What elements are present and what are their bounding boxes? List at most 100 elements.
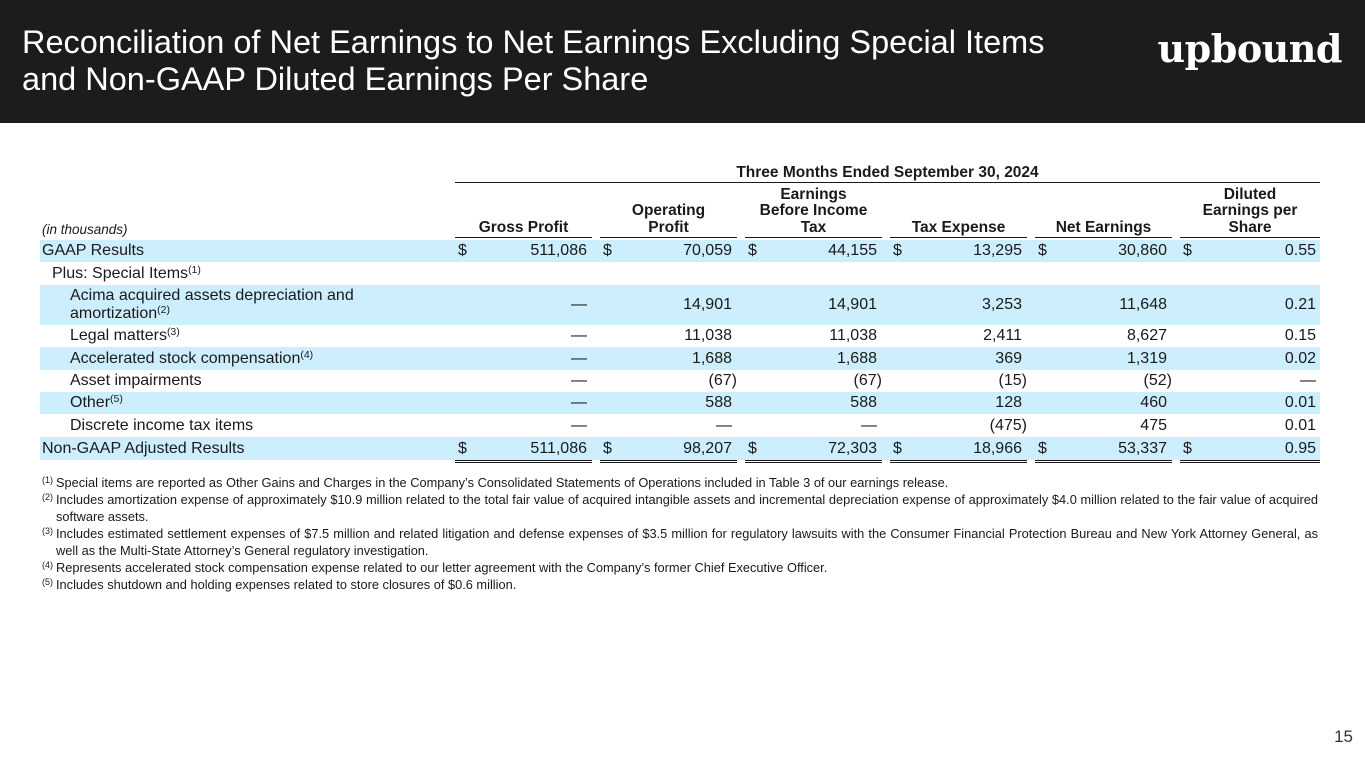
- footnote-text: Includes estimated settlement expenses o…: [56, 526, 1318, 558]
- column-header: Diluted Earnings per Share: [1180, 186, 1320, 238]
- value-cell: —: [571, 349, 587, 367]
- row-label: GAAP Results: [40, 240, 440, 262]
- value-cell: 3,253: [981, 296, 1022, 313]
- table-row: GAAP Results $511,086 $70,059 $44,155 $13,29…: [40, 240, 1320, 262]
- footnote: (4) Represents accelerated stock compensa…: [42, 559, 1318, 576]
- value-cell: 72,303: [828, 439, 877, 457]
- value-cell: 53,337: [1118, 439, 1167, 457]
- footnote-marker: (3): [42, 526, 53, 536]
- value-cell: 44,155: [828, 242, 877, 259]
- value-cell: 588: [850, 394, 877, 411]
- footnote: (2) Includes amortization expense of appr…: [42, 491, 1318, 525]
- footnote-text: Includes amortization expense of approxi…: [56, 492, 1318, 524]
- row-label: Accelerated stock compensation(4): [68, 347, 468, 370]
- row-label-text: Legal matters(3): [70, 326, 180, 344]
- table-row: Accelerated stock compensation(4) — 1,688 1…: [40, 347, 1320, 370]
- footnote-marker: (5): [42, 577, 53, 587]
- currency-symbol: $: [458, 242, 467, 259]
- page-number: 15: [1334, 727, 1353, 746]
- column-header: Earnings Before Income Tax: [745, 186, 882, 238]
- value-cell: [1035, 262, 1172, 285]
- currency-symbol: $: [1183, 439, 1192, 457]
- row-label-text: Discrete income tax items: [70, 416, 254, 434]
- value-cell: 1,688: [836, 349, 877, 367]
- row-label-text: Plus: Special Items(1): [52, 263, 201, 282]
- row-label-text: Other(5): [70, 393, 123, 411]
- value-cell: 0.02: [1284, 349, 1316, 367]
- value-cell: 14,901: [828, 296, 877, 313]
- value-cell: 18,966: [973, 439, 1022, 457]
- footnote-text: Includes shutdown and holding expenses r…: [56, 577, 517, 592]
- row-label: Asset impairments: [68, 370, 468, 392]
- footnote-text: Represents accelerated stock compensatio…: [56, 560, 828, 575]
- value-cell: —: [1300, 372, 1316, 389]
- value-cell: 30,860: [1118, 242, 1167, 259]
- currency-symbol: $: [603, 242, 612, 259]
- footnotes: (1) Special items are reported as Other G…: [42, 474, 1318, 593]
- value-cell: 8,627: [1126, 327, 1167, 344]
- footnote-ref: (5): [110, 393, 123, 405]
- value-cell: [745, 262, 882, 285]
- currency-symbol: $: [893, 439, 902, 457]
- footnote: (3) Includes estimated settlement expense…: [42, 525, 1318, 559]
- double-underline: [1180, 460, 1320, 463]
- slide-header: Reconciliation of Net Earnings to Net Ea…: [0, 0, 1365, 123]
- value-cell: [600, 262, 737, 285]
- row-label: Plus: Special Items(1): [50, 262, 450, 285]
- row-label: Other(5): [68, 392, 468, 414]
- currency-symbol: $: [1038, 242, 1047, 259]
- value-cell: 0.01: [1284, 416, 1316, 434]
- table-row: Plus: Special Items(1): [40, 262, 1320, 285]
- column-header: Net Earnings: [1035, 186, 1172, 238]
- double-underline: [1035, 460, 1172, 463]
- value-cell: —: [716, 416, 732, 434]
- footnote: (1) Special items are reported as Other G…: [42, 474, 1318, 491]
- value-cell: [455, 262, 592, 285]
- value-cell: 13,295: [973, 242, 1022, 259]
- row-label-text: Accelerated stock compensation(4): [70, 348, 314, 367]
- value-cell: [1180, 262, 1320, 285]
- footnote-ref: (4): [300, 348, 314, 361]
- value-cell: (475): [989, 416, 1027, 434]
- table-row: Acima acquired assets depreciation and a…: [40, 285, 1320, 325]
- value-cell: 0.95: [1284, 439, 1316, 457]
- value-cell: 511,086: [530, 439, 587, 457]
- table-row: Non-GAAP Adjusted Results $511,086 $98,207…: [40, 437, 1320, 460]
- value-cell: [890, 262, 1027, 285]
- row-label-text: Asset impairments: [70, 372, 202, 389]
- table-row: Other(5) — 588 588 128 460 0.01: [40, 392, 1320, 414]
- column-header: Tax Expense: [890, 186, 1027, 238]
- value-cell: —: [571, 372, 587, 389]
- footnote-marker: (2): [42, 492, 53, 502]
- value-cell: 1,688: [691, 349, 732, 367]
- value-cell: (15): [998, 372, 1027, 389]
- value-cell: —: [571, 296, 587, 313]
- currency-symbol: $: [1183, 242, 1192, 259]
- column-header: Operating Profit: [600, 186, 737, 238]
- value-cell: —: [571, 416, 587, 434]
- value-cell: 11,648: [1119, 296, 1167, 313]
- currency-symbol: $: [748, 242, 757, 259]
- value-cell: 70,059: [683, 242, 732, 259]
- row-label-text: Acima acquired assets depreciation and a…: [70, 287, 354, 322]
- double-underline: [455, 460, 592, 463]
- currency-symbol: $: [893, 242, 902, 259]
- value-cell: 128: [995, 394, 1022, 411]
- value-cell: 98,207: [683, 439, 732, 457]
- currency-symbol: $: [603, 439, 612, 457]
- value-cell: (52): [1143, 372, 1172, 389]
- currency-symbol: $: [458, 439, 467, 457]
- value-cell: (67): [853, 372, 882, 389]
- value-cell: —: [861, 416, 877, 434]
- footnote-ref: (1): [188, 263, 201, 276]
- column-header: Gross Profit: [455, 186, 592, 238]
- unit-note: (in thousands): [42, 222, 128, 237]
- value-cell: 475: [1140, 416, 1167, 434]
- footnote-ref: (3): [166, 326, 180, 338]
- value-cell: 511,086: [530, 242, 587, 259]
- row-label: Discrete income tax items: [68, 414, 468, 437]
- value-cell: 1,319: [1126, 349, 1167, 367]
- double-underline: [745, 460, 882, 463]
- value-cell: 0.21: [1284, 296, 1316, 313]
- value-cell: 2,411: [983, 327, 1022, 344]
